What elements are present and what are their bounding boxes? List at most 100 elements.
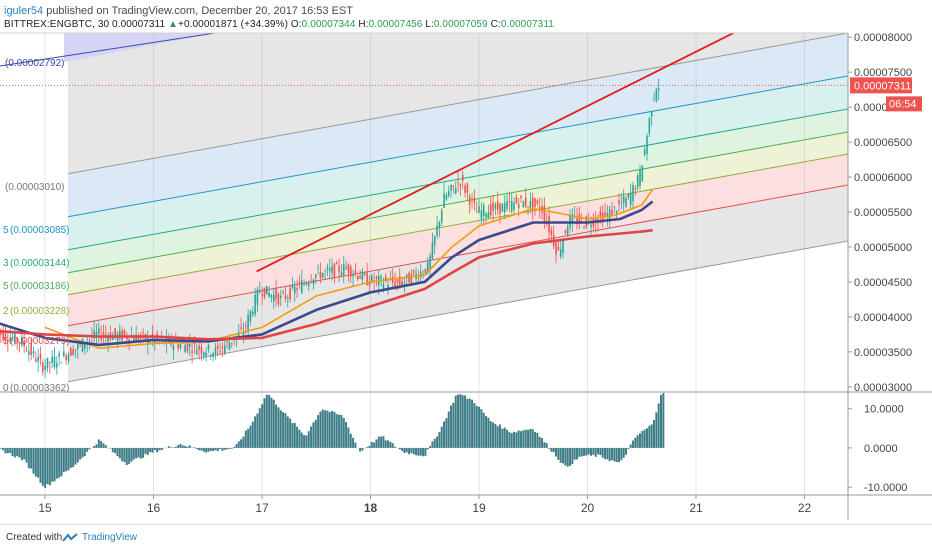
fib-prefix: 2: [3, 306, 9, 317]
histogram-bar: [380, 437, 382, 448]
candle-body: [149, 342, 151, 343]
candle-body: [208, 345, 210, 350]
histogram-bar: [583, 448, 585, 456]
tradingview-brand-link[interactable]: TradingView: [82, 532, 137, 543]
candle-body: [33, 351, 35, 354]
candle-body: [364, 274, 366, 275]
histogram-bar: [371, 442, 373, 448]
histogram-bar: [214, 448, 216, 450]
histogram-bar: [625, 448, 627, 455]
candle-body: [371, 276, 373, 282]
candle-body: [334, 264, 336, 277]
candle-body: [525, 198, 527, 207]
histogram-bar: [63, 448, 65, 472]
histogram-bar: [662, 384, 664, 448]
histogram-bar: [574, 448, 576, 460]
histogram-bar: [476, 406, 478, 448]
histogram-bar: [238, 441, 240, 448]
candle-body: [201, 347, 203, 353]
histogram-bar: [193, 447, 195, 448]
candle-body: [562, 240, 564, 253]
candle-body: [350, 266, 352, 276]
candle-body: [441, 210, 443, 222]
histogram-bar: [119, 448, 121, 458]
histogram-bar: [221, 448, 223, 451]
histogram-bar: [133, 448, 135, 460]
price-badge-label: 0.00007311: [854, 80, 911, 92]
histogram-bar: [655, 412, 657, 448]
price-chart[interactable]: (0.00002792)(0.00003010)5(0.00003085)3(0…: [0, 0, 932, 524]
candle-body: [341, 273, 343, 276]
histogram-bar: [81, 448, 83, 458]
candle-body: [289, 288, 291, 299]
fib-label: (0.00003085): [10, 225, 70, 236]
histogram-bar: [445, 418, 447, 448]
histogram-bar: [506, 430, 508, 448]
candle-body: [257, 289, 259, 305]
candle-body: [413, 270, 415, 272]
candle-body: [567, 227, 569, 236]
histogram-bar: [532, 429, 534, 448]
histogram-bar: [501, 429, 503, 448]
histogram-bar: [513, 432, 515, 448]
histogram-bar: [459, 394, 461, 448]
histogram-bar: [399, 448, 401, 449]
histogram-bar: [548, 448, 550, 449]
histogram-bar: [88, 448, 90, 449]
candle-body: [296, 288, 298, 290]
tradingview-logo-icon[interactable]: [62, 533, 78, 543]
histogram-bar: [490, 421, 492, 448]
histogram-bar: [74, 448, 76, 465]
price-tick-label: 0.00006500: [854, 137, 912, 149]
histogram-bar: [641, 431, 643, 448]
histogram-bar: [154, 448, 156, 450]
histogram-bar: [240, 439, 242, 448]
candle-body: [61, 363, 63, 364]
candle-body: [383, 284, 385, 289]
histogram-bar: [30, 448, 32, 469]
candle-body: [513, 202, 515, 209]
histogram-bar: [168, 446, 170, 448]
histogram-bar: [368, 446, 370, 448]
osc-tick-label: 0.0000: [864, 443, 898, 455]
histogram-bar: [14, 448, 16, 457]
histogram-bar: [345, 422, 347, 448]
histogram-bar: [228, 448, 230, 449]
candle-body: [548, 216, 550, 233]
histogram-bar: [431, 441, 433, 448]
histogram-bar: [142, 448, 144, 458]
histogram-bar: [347, 428, 349, 448]
histogram-bar: [266, 395, 268, 448]
histogram-bar: [497, 426, 499, 448]
histogram-bar: [373, 443, 375, 448]
histogram-bar: [67, 448, 69, 470]
candle-body: [348, 264, 350, 273]
candle-body: [590, 225, 592, 227]
candle-body: [656, 89, 658, 101]
histogram-bar: [585, 448, 587, 456]
histogram-bar: [123, 448, 125, 462]
histogram-bar: [385, 440, 387, 448]
candle-body: [518, 204, 520, 208]
histogram-bar: [16, 448, 18, 456]
histogram-bar: [525, 430, 527, 448]
time-tick-label: 17: [255, 501, 269, 515]
histogram-bar: [42, 448, 44, 486]
histogram-bar: [494, 424, 496, 448]
histogram-bar: [39, 448, 41, 483]
candle-body: [651, 112, 653, 117]
histogram-bar: [137, 448, 139, 457]
candle-body: [320, 272, 322, 278]
candle-body: [49, 362, 51, 363]
candle-body: [58, 353, 60, 356]
oscillator-histogram: [0, 384, 664, 488]
histogram-bar: [576, 448, 578, 460]
candle-body: [618, 200, 620, 204]
candle-body: [658, 88, 660, 90]
histogram-bar: [392, 443, 394, 448]
candle-body: [600, 211, 602, 216]
histogram-bar: [410, 448, 412, 453]
histogram-bar: [627, 448, 629, 449]
histogram-bar: [450, 406, 452, 448]
candle-body: [56, 363, 58, 367]
